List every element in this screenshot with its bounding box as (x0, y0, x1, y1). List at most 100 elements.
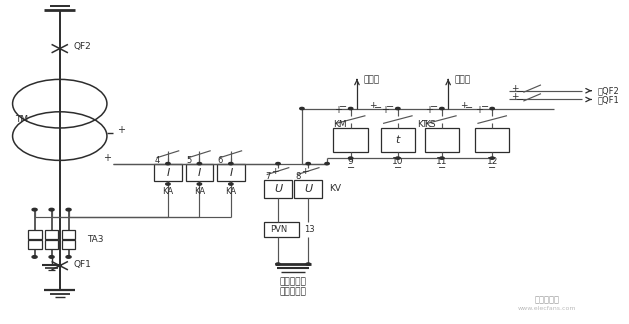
Text: 13: 13 (304, 225, 314, 234)
Text: U: U (304, 184, 312, 194)
Text: 6: 6 (218, 156, 223, 165)
Bar (425, 128, 459, 152)
Text: 至信号: 至信号 (455, 75, 470, 84)
Circle shape (490, 108, 494, 110)
Text: 跳QF2: 跳QF2 (598, 86, 620, 95)
Circle shape (229, 183, 233, 185)
Circle shape (440, 108, 444, 110)
Text: PVN: PVN (270, 225, 287, 234)
Text: −: − (347, 163, 355, 173)
Text: 4: 4 (155, 156, 160, 165)
Text: +: + (476, 105, 484, 115)
Text: 5: 5 (186, 156, 191, 165)
Text: −: − (516, 87, 523, 97)
Text: +: + (369, 101, 377, 110)
Bar (264, 222, 299, 237)
Bar (28, 230, 42, 239)
Text: 9: 9 (348, 157, 353, 167)
Text: I: I (198, 168, 201, 178)
Bar (62, 240, 75, 249)
Text: 至信号: 至信号 (364, 75, 379, 84)
Text: I: I (166, 168, 170, 178)
Text: −: − (438, 163, 446, 173)
Bar (264, 180, 292, 198)
Bar (294, 180, 322, 198)
Text: 7: 7 (265, 172, 270, 181)
Circle shape (166, 163, 170, 165)
Text: +: + (425, 105, 433, 115)
Text: −: − (465, 103, 474, 113)
Circle shape (348, 157, 353, 159)
Bar (45, 240, 58, 249)
Text: KA: KA (194, 187, 205, 196)
Circle shape (66, 256, 71, 258)
Text: www.elecfans.com: www.elecfans.com (518, 306, 577, 311)
Text: U: U (274, 184, 282, 194)
Circle shape (325, 163, 330, 165)
Text: TM: TM (16, 115, 28, 124)
Text: +: + (103, 153, 111, 163)
Text: +: + (334, 105, 342, 115)
Text: KA: KA (225, 187, 237, 196)
Circle shape (300, 108, 304, 110)
Circle shape (229, 163, 233, 165)
Text: −: − (374, 103, 382, 113)
Text: −: − (339, 102, 347, 111)
Text: +: + (301, 167, 309, 176)
Text: 10: 10 (392, 157, 404, 167)
Circle shape (396, 157, 400, 159)
Bar (62, 230, 75, 239)
Text: +: + (381, 105, 389, 115)
Circle shape (198, 183, 202, 185)
Circle shape (276, 263, 281, 265)
Text: 电压互感器: 电压互感器 (280, 287, 306, 296)
Text: −: − (481, 102, 489, 111)
Circle shape (396, 108, 400, 110)
Bar (475, 128, 509, 152)
Text: t: t (396, 135, 400, 145)
Text: −: − (386, 102, 394, 111)
Circle shape (198, 163, 202, 165)
Text: I: I (229, 168, 233, 178)
Circle shape (440, 157, 444, 159)
Circle shape (306, 163, 311, 165)
Text: 接自低压侧: 接自低压侧 (280, 277, 306, 286)
Bar (381, 128, 415, 152)
Text: +: + (271, 167, 279, 176)
Text: 8: 8 (295, 172, 301, 181)
Text: KA: KA (162, 187, 174, 196)
Circle shape (276, 163, 281, 165)
Text: 11: 11 (436, 157, 448, 167)
Circle shape (49, 256, 54, 258)
Text: KM: KM (333, 120, 347, 129)
Text: −: − (516, 96, 523, 105)
Text: QF2: QF2 (74, 42, 91, 52)
Bar (45, 230, 58, 239)
Bar (217, 164, 245, 181)
Text: −: − (488, 163, 496, 173)
Bar (28, 240, 42, 249)
Circle shape (49, 208, 54, 211)
Text: 12: 12 (486, 157, 498, 167)
Text: 电子发烧友: 电子发烧友 (535, 295, 560, 304)
Circle shape (66, 208, 71, 211)
Text: −: − (394, 163, 402, 173)
Text: +: + (511, 92, 518, 101)
Circle shape (32, 208, 37, 211)
Circle shape (348, 108, 353, 110)
Text: +: + (460, 101, 468, 110)
Circle shape (490, 157, 494, 159)
Text: −: − (430, 102, 438, 111)
Text: +: + (117, 125, 125, 135)
Circle shape (32, 256, 37, 258)
Text: KS: KS (424, 120, 435, 129)
Circle shape (306, 263, 311, 265)
Circle shape (166, 183, 170, 185)
Bar (154, 164, 182, 181)
Text: KT: KT (417, 120, 428, 129)
Text: TA3: TA3 (87, 235, 104, 244)
Text: QF1: QF1 (74, 260, 91, 269)
Text: 跳QF1: 跳QF1 (598, 95, 620, 104)
Text: +: + (511, 84, 518, 93)
Bar (186, 164, 213, 181)
